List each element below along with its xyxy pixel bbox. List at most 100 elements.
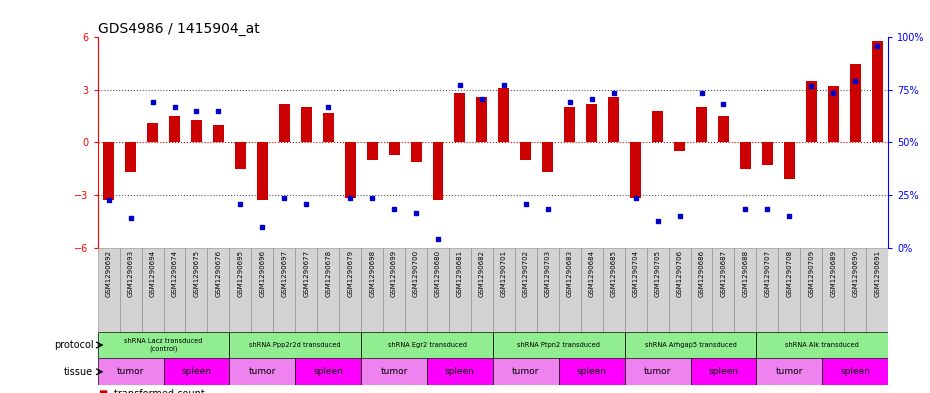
Bar (805, 81, 817, 142)
Bar (498, 88, 510, 142)
Text: GSM1290699: GSM1290699 (392, 250, 397, 297)
Text: GSM1290695: GSM1290695 (237, 250, 244, 297)
Bar (762, 142, 773, 165)
Text: GSM1290709: GSM1290709 (808, 250, 815, 297)
Bar (213, 125, 224, 142)
Bar (345, 142, 355, 198)
Text: tumor: tumor (380, 367, 407, 376)
Bar (164, 358, 230, 385)
Text: GSM1290702: GSM1290702 (523, 250, 529, 297)
Bar (844, 248, 866, 332)
Text: GSM1290705: GSM1290705 (655, 250, 660, 297)
Text: GSM1290685: GSM1290685 (611, 250, 617, 297)
Bar (625, 358, 690, 385)
Bar (631, 142, 641, 198)
Bar (98, 248, 120, 332)
Bar (718, 116, 729, 142)
Bar (625, 332, 756, 358)
Bar (822, 248, 844, 332)
Bar (565, 107, 576, 142)
Bar (120, 248, 141, 332)
Bar (778, 248, 801, 332)
Text: GSM1290686: GSM1290686 (698, 250, 705, 297)
Bar (230, 248, 251, 332)
Bar (756, 332, 888, 358)
Bar (295, 248, 317, 332)
Bar (850, 64, 860, 142)
Bar (801, 248, 822, 332)
Text: spleen: spleen (313, 367, 343, 376)
Text: GSM1290674: GSM1290674 (171, 250, 178, 297)
Bar (476, 97, 487, 142)
Bar (756, 358, 822, 385)
Bar (756, 248, 778, 332)
Bar (455, 94, 465, 142)
Bar (586, 104, 597, 142)
Bar (279, 104, 290, 142)
Bar (230, 358, 295, 385)
Text: spleen: spleen (577, 367, 606, 376)
Bar (646, 248, 669, 332)
Text: tumor: tumor (512, 367, 539, 376)
Bar (828, 86, 839, 142)
Bar (383, 248, 405, 332)
Bar (740, 142, 751, 169)
Bar (207, 248, 230, 332)
Bar (300, 107, 312, 142)
Text: GSM1290696: GSM1290696 (259, 250, 265, 297)
Text: transformed count: transformed count (114, 389, 206, 393)
Bar (339, 248, 361, 332)
Text: tumor: tumor (248, 367, 276, 376)
Bar (169, 116, 180, 142)
Bar (608, 97, 619, 142)
Text: GSM1290703: GSM1290703 (545, 250, 551, 297)
Bar (521, 142, 531, 160)
Bar (625, 248, 646, 332)
Text: GSM1290697: GSM1290697 (281, 250, 287, 297)
Bar (449, 248, 471, 332)
Bar (427, 248, 449, 332)
Text: GSM1290678: GSM1290678 (326, 250, 331, 297)
Bar (389, 142, 400, 155)
Bar (696, 107, 707, 142)
Bar (669, 248, 690, 332)
Text: protocol: protocol (54, 340, 93, 350)
Text: GSM1290679: GSM1290679 (347, 250, 353, 297)
Text: ■: ■ (98, 389, 107, 393)
Text: GSM1290688: GSM1290688 (742, 250, 749, 297)
Text: GSM1290707: GSM1290707 (764, 250, 770, 297)
Text: GSM1290692: GSM1290692 (106, 250, 112, 297)
Bar (141, 248, 164, 332)
Text: tissue: tissue (64, 367, 93, 377)
Text: GSM1290691: GSM1290691 (874, 250, 880, 297)
Text: GSM1290698: GSM1290698 (369, 250, 375, 297)
Bar (98, 358, 164, 385)
Bar (410, 142, 421, 162)
Text: shRNA Alk transduced: shRNA Alk transduced (785, 342, 859, 348)
Bar (537, 248, 559, 332)
Bar (866, 248, 888, 332)
Text: GSM1290680: GSM1290680 (435, 250, 441, 297)
Text: tumor: tumor (644, 367, 671, 376)
Text: shRNA Egr2 transduced: shRNA Egr2 transduced (388, 342, 467, 348)
Bar (493, 358, 559, 385)
Bar (515, 248, 537, 332)
Bar (98, 332, 230, 358)
Text: shRNA Ppp2r2d transduced: shRNA Ppp2r2d transduced (249, 342, 341, 348)
Text: spleen: spleen (445, 367, 475, 376)
Bar (580, 248, 603, 332)
Bar (603, 248, 625, 332)
Text: shRNA Ptpn2 transduced: shRNA Ptpn2 transduced (517, 342, 600, 348)
Bar (735, 248, 756, 332)
Bar (690, 248, 712, 332)
Bar (559, 358, 625, 385)
Bar (295, 358, 361, 385)
Bar (147, 123, 158, 142)
Bar (366, 142, 378, 160)
Bar (273, 248, 295, 332)
Text: GSM1290677: GSM1290677 (303, 250, 310, 297)
Bar (103, 142, 114, 200)
Text: GSM1290675: GSM1290675 (193, 250, 199, 297)
Bar (317, 248, 339, 332)
Bar (235, 142, 246, 169)
